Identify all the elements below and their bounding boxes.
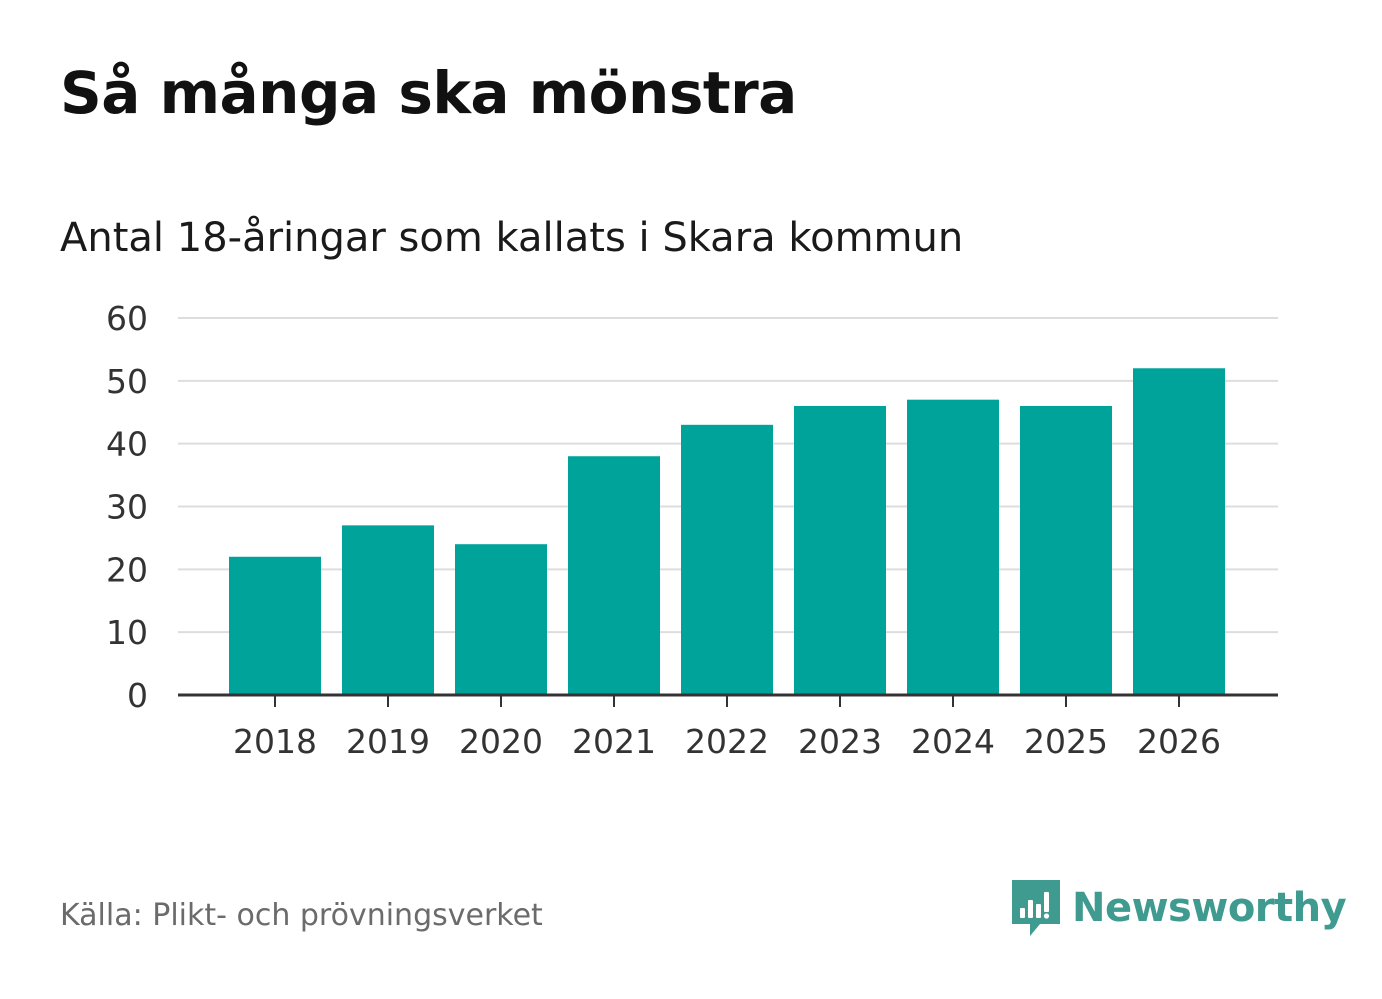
bar-2022 [681,424,773,695]
bar-2021 [568,456,660,695]
y-tick-label: 30 [106,488,148,527]
bar-2024 [907,399,999,695]
brand-name: Newsworthy [1072,885,1347,931]
y-tick-label: 20 [106,550,148,589]
x-tick-label: 2023 [798,722,882,761]
x-tick-label: 2024 [911,722,995,761]
y-tick-label: 0 [127,676,148,715]
bars [229,368,1225,695]
x-axis [178,693,1278,707]
bar-2025 [1020,405,1112,695]
x-axis-labels: 2018 2019 2020 2021 2022 2023 2024 2025 2026 [233,722,1221,761]
brand-logo: Newsworthy [1010,878,1347,938]
bar-2018 [229,556,321,695]
y-tick-label: 50 [106,362,148,401]
bar-2026 [1133,368,1225,695]
bar-2023 [794,405,886,695]
chart-title: Så många ska mönstra [60,59,797,127]
x-tick-label: 2020 [459,722,543,761]
bar-2020 [455,544,547,695]
x-tick-label: 2026 [1137,722,1221,761]
x-tick-label: 2021 [572,722,656,761]
bar-2019 [342,525,434,695]
newsworthy-logo-icon [1012,880,1060,936]
x-tick-label: 2025 [1024,722,1108,761]
chart-subtitle: Antal 18-åringar som kallats i Skara kom… [60,215,964,261]
x-tick-label: 2019 [346,722,430,761]
x-tick-label: 2022 [685,722,769,761]
y-axis-labels: 0 10 20 30 40 50 60 [106,299,148,715]
y-tick-label: 10 [106,613,148,652]
y-tick-label: 60 [106,299,148,338]
source-note: Källa: Plikt- och prövningsverket [60,898,543,933]
y-tick-label: 40 [106,425,148,464]
x-tick-label: 2018 [233,722,317,761]
